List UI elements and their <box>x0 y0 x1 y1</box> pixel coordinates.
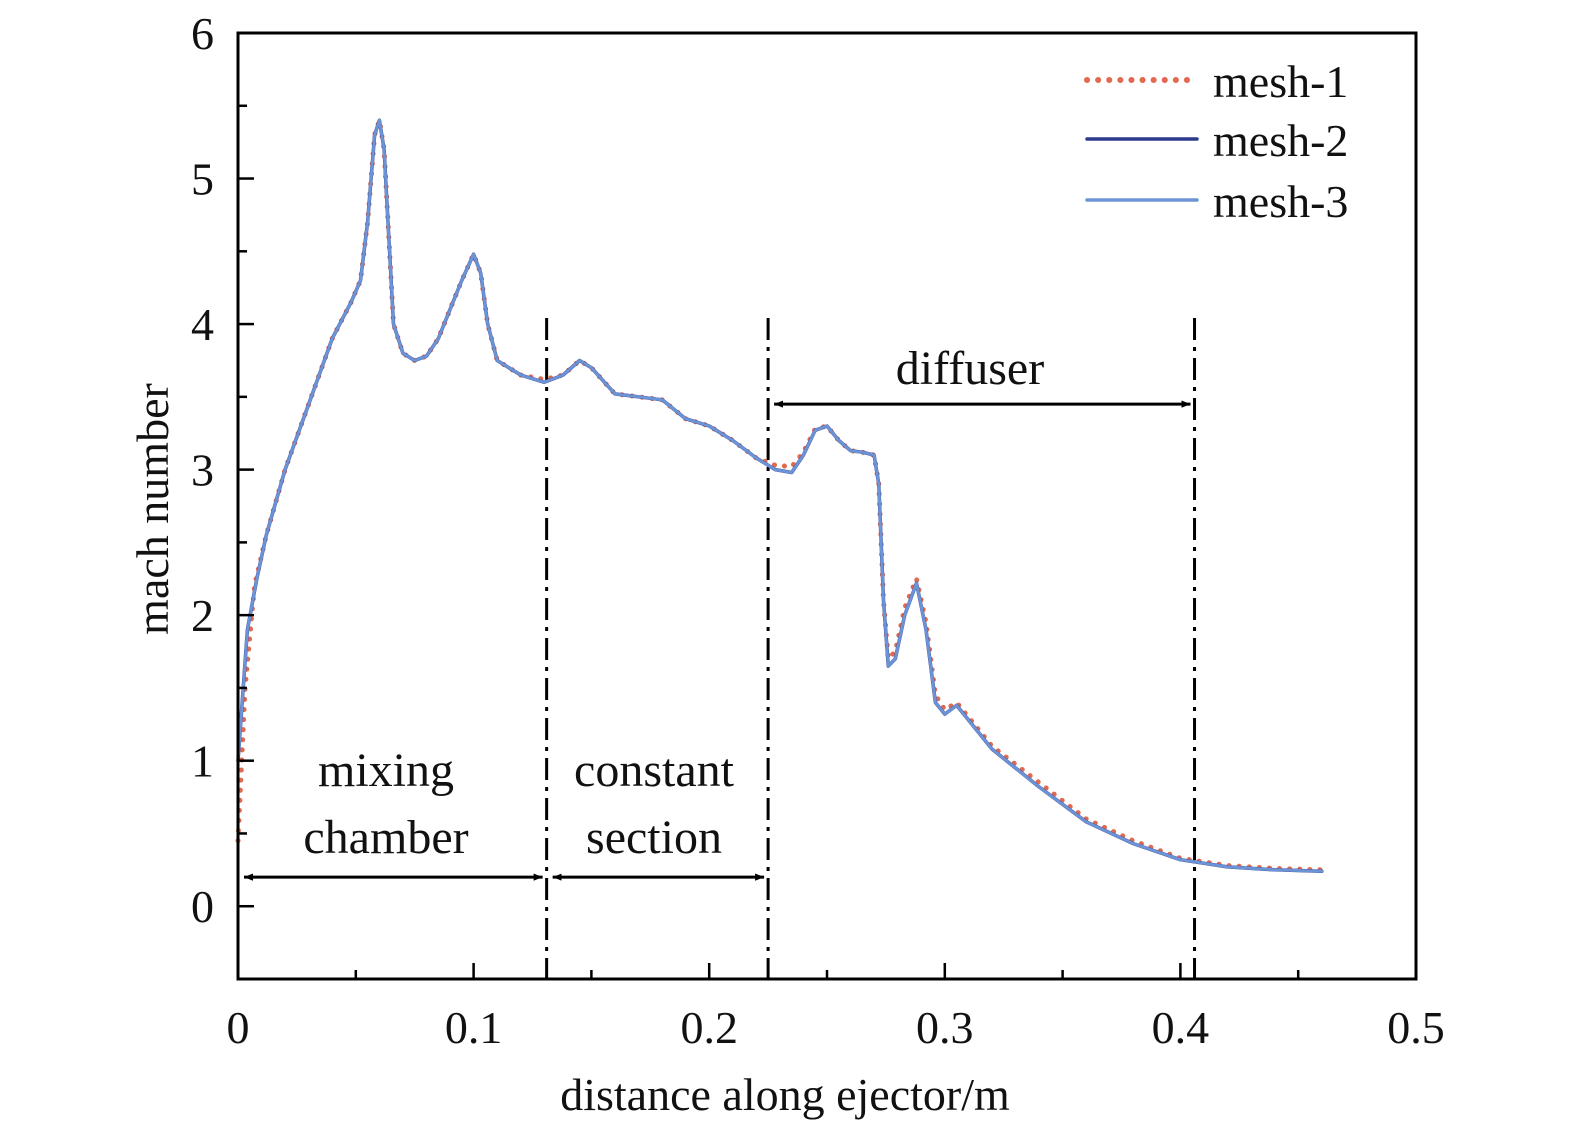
x-tick-label: 0.1 <box>445 1002 503 1053</box>
y-tick-label: 6 <box>191 8 214 59</box>
region-label: section <box>586 811 722 864</box>
y-axis-label: mach number <box>127 383 178 635</box>
region-label: constant <box>574 744 735 797</box>
y-tick-label: 5 <box>191 154 214 205</box>
series-line-mesh-3 <box>236 118 1324 873</box>
legend-label: mesh-2 <box>1213 115 1348 166</box>
region-boundaries <box>545 318 1197 979</box>
region-arrows <box>244 400 1191 881</box>
y-tick-label: 4 <box>191 299 214 350</box>
legend-label: mesh-1 <box>1213 56 1348 107</box>
x-axis-ticks: 0 0.1 0.2 0.3 0.4 0.5 <box>227 963 1445 1053</box>
legend: mesh-1 mesh-2 mesh-3 <box>1084 56 1348 227</box>
region-labels: mixing chamber constant section diffuser <box>303 342 1044 864</box>
series-layer <box>235 117 1325 874</box>
region-label: mixing <box>318 744 454 797</box>
y-tick-label: 0 <box>191 881 214 932</box>
region-label: diffuser <box>896 342 1044 395</box>
x-tick-label: 0 <box>227 1002 250 1053</box>
x-tick-label: 0.2 <box>680 1002 738 1053</box>
x-tick-label: 0.3 <box>916 1002 974 1053</box>
y-tick-label: 3 <box>191 445 214 496</box>
region-label: chamber <box>303 811 468 864</box>
y-tick-label: 1 <box>191 736 214 787</box>
x-tick-label: 0.4 <box>1152 1002 1210 1053</box>
x-tick-label: 0.5 <box>1387 1002 1445 1053</box>
y-axis-ticks: 0 1 2 3 4 5 6 <box>191 8 254 981</box>
legend-label: mesh-3 <box>1213 176 1348 227</box>
x-axis-label: distance along ejector/m <box>560 1069 1010 1120</box>
y-tick-label: 2 <box>191 590 214 641</box>
